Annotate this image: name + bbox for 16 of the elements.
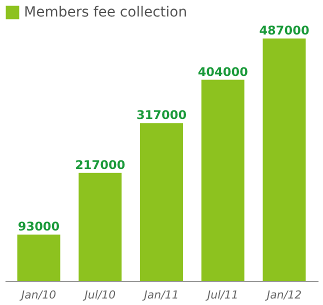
x-tick-label: Jul/11 [205,288,238,302]
legend-label: Members fee collection [24,4,188,20]
x-tick-label: Jan/10 [19,288,56,302]
x-tick-label: Jul/10 [82,288,116,302]
data-label: 487000 [259,23,310,38]
data-label: 404000 [198,64,248,79]
data-label: 317000 [136,108,187,122]
bar [78,172,122,281]
bar [201,80,244,281]
x-tick-label: Jan/11 [142,288,179,302]
bar [262,38,306,281]
data-label: 217000 [75,158,126,172]
bar [140,123,183,281]
data-label: 93000 [18,220,60,234]
x-tick-label: Jan/12 [264,288,302,302]
bar [17,234,60,281]
